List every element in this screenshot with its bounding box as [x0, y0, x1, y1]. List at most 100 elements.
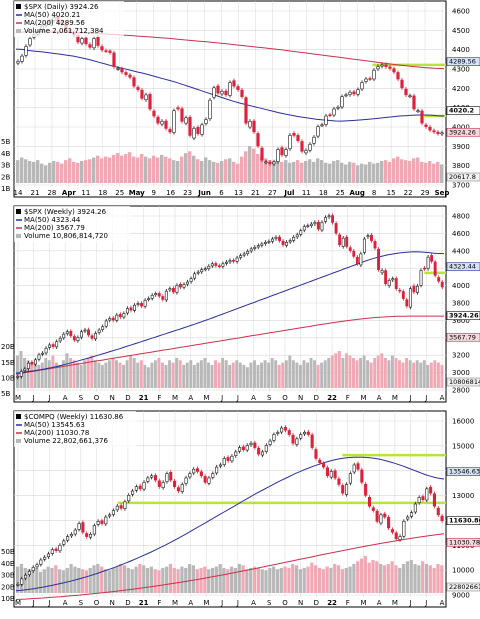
candle-body [138, 485, 142, 490]
volume-bar [58, 569, 62, 593]
candle-body [104, 320, 108, 327]
volume-bar [356, 561, 360, 593]
candle-body [291, 434, 295, 444]
candle-body [409, 512, 414, 517]
volume-bar [165, 566, 169, 593]
volume-bar [40, 163, 44, 183]
x-tick-label: Jul [283, 189, 294, 197]
volume-bar [252, 566, 257, 593]
volume-tick-label: 50B [1, 548, 15, 556]
volume-bar [348, 355, 352, 388]
candle-body [143, 299, 147, 307]
candle-body [104, 516, 108, 525]
candle-body [236, 86, 240, 90]
candle-body [440, 515, 444, 522]
x-tick-label: 29 [421, 189, 430, 197]
volume-bar [376, 355, 380, 388]
candle-body [437, 277, 441, 282]
volume-bar [240, 156, 244, 183]
candle-body [160, 121, 164, 125]
volume-bar [334, 353, 338, 388]
candle-body [306, 225, 310, 228]
candle-body [404, 88, 408, 96]
candle-body [140, 89, 144, 99]
candle-body [329, 471, 333, 478]
volume-bar [368, 161, 372, 183]
price-tags: 4323.44 3924.26 3567.79 10806814 [446, 262, 480, 387]
volume-bar [412, 362, 416, 388]
candle-body [220, 91, 224, 95]
candle-body [312, 136, 316, 144]
candle-body [387, 517, 391, 529]
volume-bar [244, 151, 248, 183]
candle-body [380, 270, 384, 274]
x-tick-label: 18 [319, 189, 328, 197]
volume-tick-label: 1B [1, 185, 10, 193]
volume-bar [248, 146, 252, 183]
volume-bar [30, 362, 34, 388]
candle-body [436, 131, 440, 134]
volume-bar [242, 364, 246, 388]
candle-body [396, 72, 400, 80]
volume-bar [204, 157, 208, 183]
volume-bar [302, 567, 306, 593]
x-tick-label: Sep [435, 189, 450, 197]
x-tick-label: O [282, 394, 288, 402]
volume-bar [306, 566, 310, 593]
volume-tick-label: 10B [1, 595, 15, 603]
y-tick-label: 3800 [452, 300, 470, 308]
candle-body [108, 318, 112, 321]
volume-tick-label: 5B [1, 390, 10, 398]
volume-bar [168, 158, 172, 183]
volume-bar [203, 357, 207, 388]
y-tick-label: 4600 [452, 230, 470, 238]
volume-bar [104, 362, 108, 388]
candle-body [157, 480, 161, 487]
volume-bar [168, 360, 172, 388]
volume-bar [150, 362, 154, 388]
y-tick-label: 4000 [452, 282, 470, 290]
x-tick-label: 25 [336, 189, 345, 197]
candle-body [280, 147, 284, 156]
candle-body [249, 248, 253, 252]
x-tick-label: M [172, 394, 178, 402]
x-tick-label: A [440, 394, 445, 402]
candle-body [272, 434, 276, 441]
candle-body [376, 66, 380, 70]
x-tick-label: M [360, 599, 366, 607]
candle-body [77, 523, 81, 530]
x-tick-label: A [63, 599, 68, 607]
price-tag-box [446, 127, 480, 137]
volume-bar [340, 162, 344, 183]
volume-bar [420, 161, 424, 183]
volume-bar [16, 160, 20, 183]
legend-backdrop [14, 1, 124, 37]
candle-body [84, 37, 88, 45]
x-tick-label: 18 [98, 189, 107, 197]
candle-body [394, 278, 398, 289]
volume-bar [330, 355, 334, 388]
candle-body [364, 483, 368, 496]
x-tick-label: 11 [81, 189, 90, 197]
candle-body [348, 91, 352, 95]
candle-body [387, 280, 391, 286]
candle-body [192, 128, 196, 139]
volume-bar [97, 362, 101, 388]
volume-tick-label: 30B [1, 572, 15, 580]
volume-bar [323, 360, 327, 388]
volume-bar [68, 158, 72, 183]
candle-body [268, 161, 272, 164]
candle-body [180, 108, 184, 122]
candle-body [322, 463, 326, 468]
candle-body [184, 117, 188, 124]
volume-bar [36, 160, 40, 183]
x-tick-label: J [409, 394, 412, 402]
candle-body [253, 442, 257, 448]
x-tick-label: M [15, 394, 21, 402]
volume-bar [161, 567, 165, 593]
volume-bar [108, 157, 112, 183]
candle-body [188, 473, 192, 478]
candle-body [172, 110, 176, 133]
candle-body [43, 556, 47, 560]
volume-axis-labels: 20B 15B 10B 5B [1, 343, 15, 398]
